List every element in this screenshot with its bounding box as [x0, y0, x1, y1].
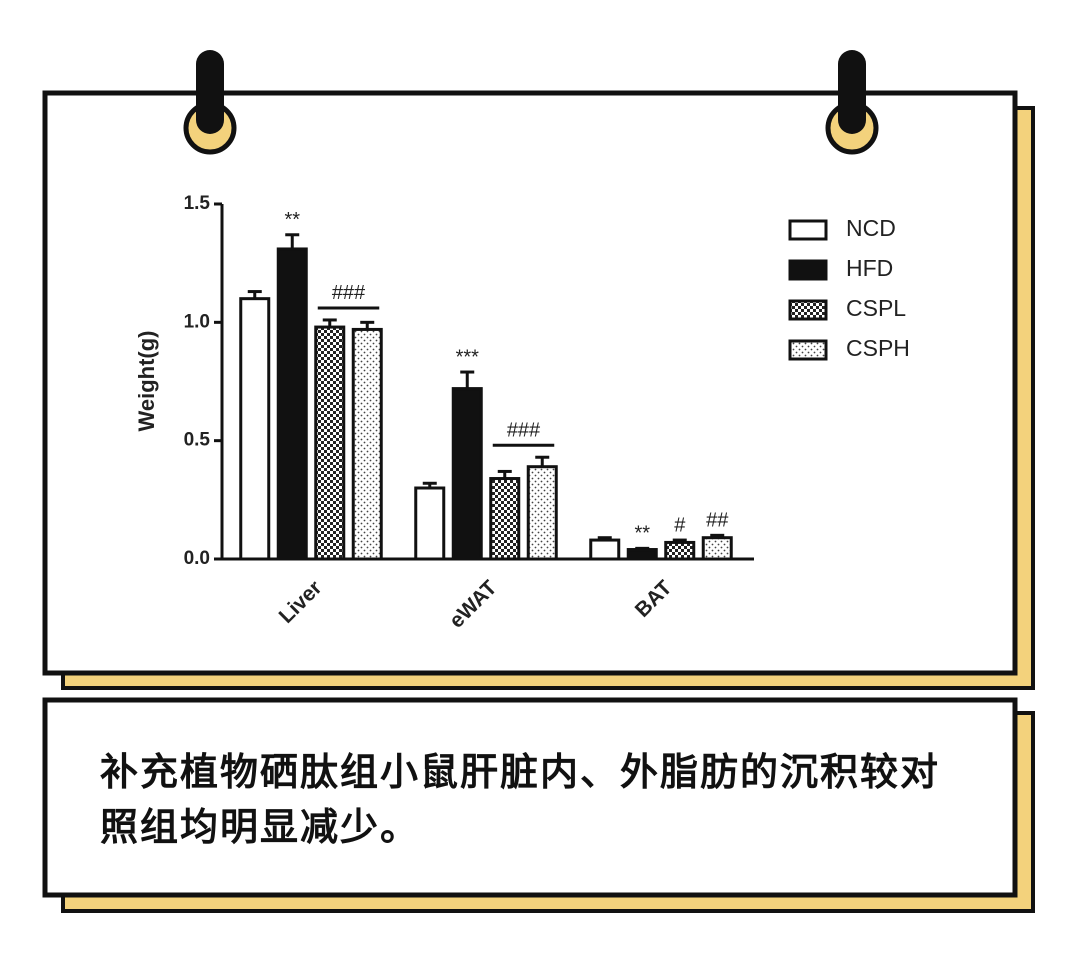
- legend-swatch: [788, 219, 828, 241]
- legend-label: CSPH: [846, 335, 910, 361]
- ring: [183, 50, 237, 155]
- annotation: **: [284, 209, 300, 231]
- annotation: ###: [332, 282, 366, 304]
- legend-label: HFD: [846, 255, 893, 281]
- bar: [489, 477, 521, 561]
- bar: [701, 536, 733, 561]
- y-tick-label: 0.0: [184, 548, 210, 569]
- annotation: #: [674, 514, 686, 536]
- legend-swatch: [788, 259, 828, 281]
- caption-card: [42, 697, 1018, 898]
- bar: [351, 327, 383, 561]
- bar: [664, 540, 696, 561]
- bar: [239, 297, 271, 561]
- bar: [626, 548, 658, 561]
- y-tick-label: 0.5: [184, 430, 211, 451]
- annotation: ##: [706, 510, 729, 532]
- legend-label: CSPL: [846, 295, 906, 321]
- legend-swatch: [788, 299, 828, 321]
- legend-label: NCD: [846, 215, 896, 241]
- annotation: ###: [507, 420, 541, 442]
- bar: [526, 465, 558, 561]
- ring: [825, 50, 879, 155]
- annotation: **: [634, 523, 650, 545]
- caption-line: 补充植物硒肽组小鼠肝脏内、外脂肪的沉积较对: [100, 752, 940, 794]
- bar: [314, 325, 346, 561]
- bar: [451, 387, 483, 561]
- y-tick-label: 1.5: [184, 193, 211, 214]
- bar: [589, 538, 621, 561]
- caption-line: 照组均明显减少。: [100, 807, 420, 849]
- legend-swatch: [788, 339, 828, 361]
- bar: [276, 247, 308, 561]
- annotation: ***: [456, 346, 480, 368]
- y-tick-label: 1.0: [184, 311, 210, 332]
- card: [42, 90, 1018, 676]
- y-axis-label: Weight(g): [134, 330, 159, 431]
- bar: [414, 486, 446, 561]
